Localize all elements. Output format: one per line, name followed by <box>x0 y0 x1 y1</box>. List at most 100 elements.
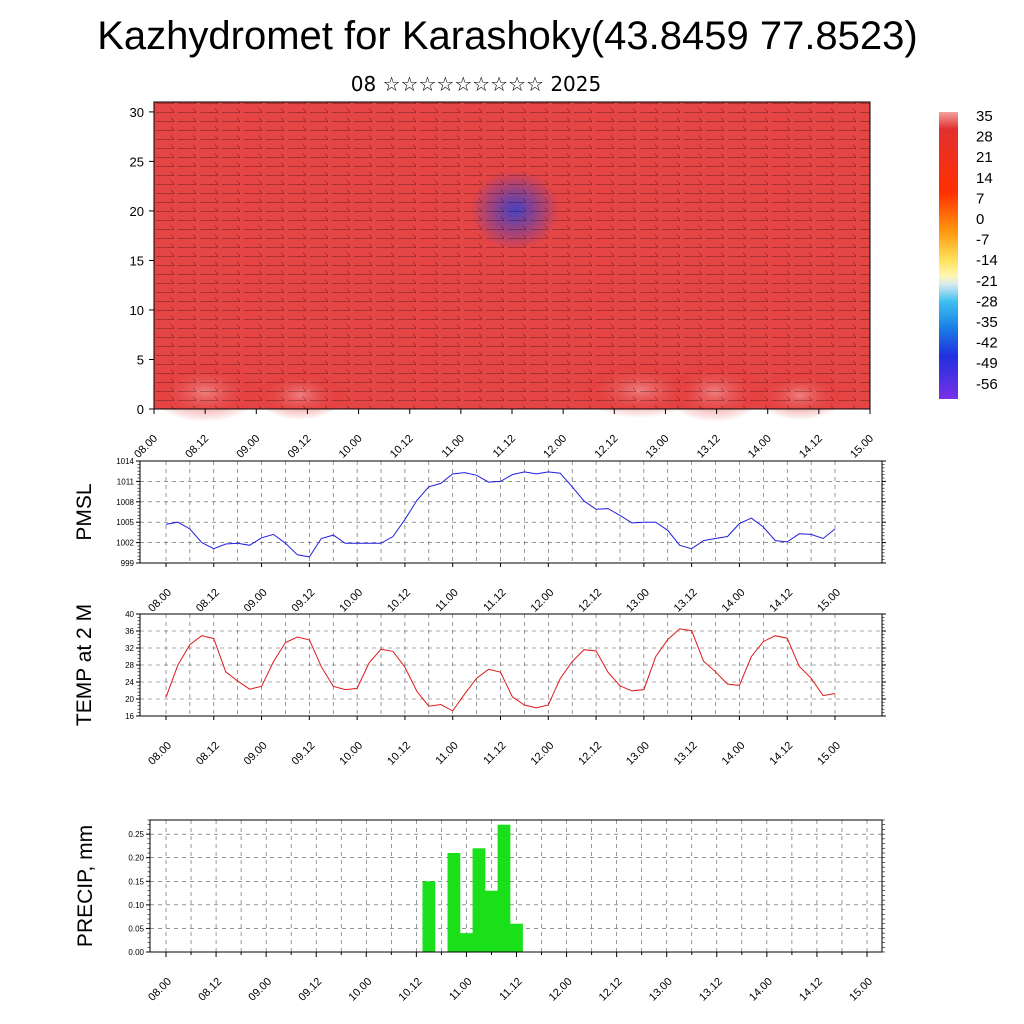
y-tick-label: 5 <box>137 352 144 367</box>
x-tick-label: 11.12 <box>481 587 508 614</box>
y-tick-label: 0.10 <box>128 901 144 910</box>
y-tick-label: 0.00 <box>128 948 144 957</box>
precip-bar <box>510 923 523 952</box>
x-tick-label: 12.12 <box>597 976 625 1004</box>
x-tick-label: 14.00 <box>720 587 748 615</box>
x-tick-label: 11.12 <box>491 433 518 460</box>
x-tick-label: 08.12 <box>183 433 211 461</box>
y-tick-label: 1008 <box>116 498 134 507</box>
x-tick-label: 10.00 <box>337 587 365 615</box>
precip-bar <box>497 824 511 952</box>
x-tick-label: 09.12 <box>290 587 318 615</box>
colorbar-label: 35 <box>976 108 993 125</box>
x-tick-label: 11.00 <box>440 433 467 460</box>
series-line <box>165 471 836 558</box>
x-tick-label: 11.00 <box>433 587 460 614</box>
y-tick-label: 20 <box>125 695 134 704</box>
precip-bar <box>422 881 436 952</box>
x-tick-label: 10.00 <box>337 740 365 768</box>
precip-bar <box>447 853 461 952</box>
x-tick-label: 12.00 <box>528 587 556 615</box>
x-tick-label: 09.00 <box>242 740 270 768</box>
x-tick-label: 09.12 <box>290 740 318 768</box>
colorbar-label: -35 <box>976 314 998 331</box>
x-tick-label: 13.00 <box>624 740 652 768</box>
y-tick-label: 24 <box>125 678 134 687</box>
y-tick-label: 36 <box>125 627 134 636</box>
colorbar-label: -49 <box>976 355 998 372</box>
x-tick-label: 14.00 <box>747 976 775 1004</box>
y-tick-label: 0 <box>137 402 144 417</box>
x-tick-label: 10.12 <box>385 587 413 615</box>
colorbar-strip <box>939 112 958 399</box>
pmsl-panel: 999 1002 1005 1008 1011 1014 08.00 08.12 09.00 09… <box>73 457 886 615</box>
x-tick-label: 10.12 <box>388 433 416 461</box>
x-tick-label: 12.00 <box>547 976 575 1004</box>
y-tick-label: 1005 <box>116 518 134 527</box>
chart-subtitle: 08 ☆☆☆☆☆☆☆☆☆ 2025 <box>350 72 602 96</box>
series-line <box>165 628 836 712</box>
y-tick-label: 0.25 <box>128 830 144 839</box>
x-tick-label: 10.12 <box>397 976 425 1004</box>
x-tick-label: 09.12 <box>296 976 324 1004</box>
x-tick-label: 09.00 <box>246 976 274 1004</box>
y-tick-label: 10 <box>130 303 144 318</box>
colorbar-label: -42 <box>976 335 998 352</box>
colorbar-label: -14 <box>976 252 998 269</box>
y-tick-label: 1011 <box>117 477 135 486</box>
x-tick-label: 12.00 <box>541 433 569 461</box>
x-tick-label: 14.00 <box>720 740 748 768</box>
x-tick-label: 12.00 <box>528 740 556 768</box>
y-axis-label: PRECIP, mm <box>74 825 97 947</box>
x-tick-label: 15.00 <box>815 740 843 768</box>
x-tick-label: 10.12 <box>385 740 413 768</box>
x-tick-label: 13.00 <box>647 976 675 1004</box>
y-tick-label: 30 <box>130 105 144 120</box>
x-tick-label: 08.00 <box>146 587 174 615</box>
x-tick-label: 14.12 <box>767 740 795 768</box>
x-tick-label: 15.00 <box>815 587 843 615</box>
y-tick-label: 40 <box>125 610 134 619</box>
x-tick-label: 08.12 <box>196 976 224 1004</box>
y-tick-label: 25 <box>130 154 144 169</box>
x-tick-label: 08.00 <box>146 976 174 1004</box>
x-tick-label: 14.12 <box>797 976 825 1004</box>
precip-bar <box>472 848 486 952</box>
colorbar-label: 7 <box>976 190 984 207</box>
x-tick-label: 15.00 <box>848 433 876 461</box>
y-tick-label: 32 <box>125 644 134 653</box>
x-tick-label: 15.00 <box>847 976 875 1004</box>
x-tick-label: 09.12 <box>286 433 314 461</box>
y-tick-label: 1014 <box>116 457 134 466</box>
temp-2m-panel: 16 20 24 28 32 36 40 08.00 08.12 09.00 09.12 10.00 1… <box>73 604 886 768</box>
x-tick-label: 11.12 <box>497 976 524 1003</box>
x-tick-label: 12.12 <box>576 587 604 615</box>
x-tick-label: 13.00 <box>644 433 672 461</box>
y-tick-label: 16 <box>125 712 134 721</box>
x-tick-label: 13.12 <box>672 587 700 615</box>
x-tick-label: 12.12 <box>576 740 604 768</box>
x-tick-label: 08.00 <box>146 740 174 768</box>
x-tick-label: 08.00 <box>132 433 160 461</box>
colorbar-label: -28 <box>976 293 998 310</box>
x-tick-label: 13.12 <box>672 740 700 768</box>
precip-bar <box>485 890 498 952</box>
y-tick-label: 0.15 <box>128 877 144 886</box>
chart-title: Kazhydromet for Karashoky(43.8459 77.852… <box>97 14 918 58</box>
x-tick-label: 10.00 <box>346 976 374 1004</box>
colorbar-label: 0 <box>976 211 984 228</box>
precip-bar <box>460 933 473 952</box>
panel-frame <box>139 460 883 564</box>
wind-barbs <box>154 102 870 409</box>
x-tick-label: 13.00 <box>624 587 652 615</box>
x-tick-label: 11.12 <box>481 740 508 767</box>
x-tick-label: 09.00 <box>234 433 262 461</box>
y-axis-label: TEMP at 2 M <box>73 604 96 726</box>
x-tick-label: 14.12 <box>767 587 795 615</box>
y-tick-label: 0.05 <box>128 924 144 933</box>
y-tick-label: 0.20 <box>128 854 144 863</box>
x-tick-label: 09.00 <box>242 587 270 615</box>
y-tick-label: 999 <box>121 559 135 568</box>
x-tick-label: 13.12 <box>695 433 723 461</box>
